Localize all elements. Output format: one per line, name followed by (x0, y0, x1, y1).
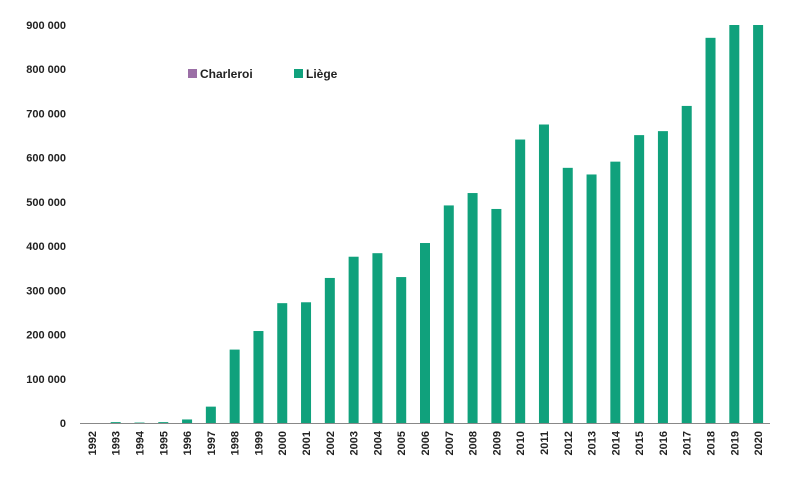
x-tick-label: 2006 (420, 431, 432, 455)
x-axis: 1992 1993 1994 1995 1996 1997 1998 1999 2000 2001… (87, 430, 765, 455)
bar-liege-1996 (182, 419, 193, 423)
x-tick-label: 1998 (230, 431, 242, 455)
x-tick-label: 2011 (539, 431, 551, 455)
bar-liege-2012 (562, 167, 573, 423)
bar-liege-2019 (729, 25, 740, 423)
x-tick-label: 2013 (587, 431, 599, 455)
bar-liege-2020 (753, 25, 764, 423)
x-tick-label: 1999 (253, 431, 265, 455)
y-tick-label: 400 000 (26, 241, 66, 253)
bars (110, 25, 764, 424)
legend: Charleroi Liège (188, 67, 338, 81)
bar-liege-1997 (205, 406, 216, 423)
x-tick-label: 2002 (325, 431, 337, 455)
bar-liege-2000 (277, 303, 288, 423)
x-tick-label: 2019 (729, 431, 741, 455)
x-tick-label: 1994 (134, 430, 146, 455)
x-tick-label: 1992 (87, 431, 99, 455)
x-tick-label: 2001 (301, 431, 313, 455)
bar-liege-2018 (705, 37, 716, 424)
bar-liege-1995 (158, 422, 169, 423)
x-tick-label: 1993 (111, 431, 123, 455)
x-tick-label: 2010 (515, 431, 527, 455)
bar-liege-2011 (538, 124, 549, 423)
legend-swatch-liege (294, 69, 303, 78)
y-tick-label: 800 000 (26, 64, 66, 76)
bar-liege-2017 (681, 105, 692, 423)
bar-liege-2004 (372, 253, 383, 423)
y-tick-label: 100 000 (26, 374, 66, 386)
bar-liege-1993 (110, 422, 121, 423)
legend-label-liege: Liège (306, 67, 338, 81)
bar-liege-2013 (586, 174, 597, 423)
x-tick-label: 2014 (610, 430, 622, 455)
x-tick-label: 2003 (349, 431, 361, 455)
bar-liege-2003 (348, 256, 359, 423)
bar-liege-2006 (420, 243, 430, 423)
x-tick-label: 2020 (753, 431, 765, 455)
x-tick-label: 2009 (491, 431, 503, 455)
y-tick-label: 700 000 (26, 108, 66, 120)
bar-liege-2009 (491, 208, 502, 423)
x-tick-label: 2018 (706, 431, 718, 455)
x-tick-label: 2004 (372, 430, 384, 455)
bar-liege-2010 (515, 139, 526, 423)
bar-liege-2001 (301, 302, 312, 423)
legend-swatch-charleroi (188, 69, 197, 78)
x-tick-label: 2005 (396, 431, 408, 455)
x-tick-label: 2007 (444, 431, 456, 455)
bar-liege-2002 (324, 277, 335, 423)
y-tick-label: 300 000 (26, 285, 66, 297)
x-tick-label: 1997 (206, 431, 218, 455)
legend-label-charleroi: Charleroi (200, 67, 253, 81)
bar-liege-1998 (229, 349, 240, 423)
bar-liege-2014 (610, 161, 621, 423)
x-tick-label: 2012 (563, 431, 575, 455)
x-tick-label: 2016 (658, 431, 670, 455)
x-tick-label: 2015 (634, 431, 646, 455)
y-tick-label: 600 000 (26, 153, 66, 165)
y-tick-label: 0 (60, 418, 66, 430)
y-tick-label: 500 000 (26, 197, 66, 209)
x-tick-label: 2008 (468, 431, 480, 455)
bar-liege-2005 (396, 277, 407, 423)
bar-liege-2015 (634, 135, 645, 423)
x-tick-label: 2017 (682, 431, 694, 455)
bar-liege-1999 (253, 331, 264, 423)
bar-liege-2007 (443, 205, 454, 423)
x-tick-label: 2000 (277, 431, 289, 455)
x-tick-label: 1995 (158, 431, 170, 455)
y-tick-label: 200 000 (26, 330, 66, 342)
y-axis: 0 100 000 200 000 300 000 400 000 500 000 600 … (26, 20, 66, 430)
bar-liege-2008 (467, 193, 478, 423)
y-tick-label: 900 000 (26, 20, 66, 32)
bar-liege-2016 (657, 131, 668, 423)
x-tick-label: 1996 (182, 431, 194, 455)
